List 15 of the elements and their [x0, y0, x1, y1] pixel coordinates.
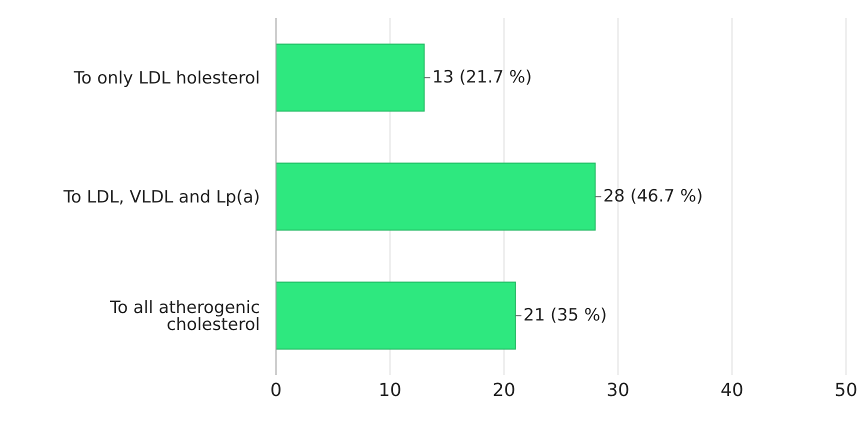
x-tick-label: 40 — [720, 380, 744, 401]
x-tick-label: 50 — [834, 380, 858, 401]
y-tick-label: To all atherogenic cholesterol — [109, 298, 260, 336]
data-label: 13 (21.7 %) — [432, 68, 532, 88]
x-tick-label: 0 — [270, 380, 282, 401]
bar — [276, 162, 596, 231]
x-tick-label: 20 — [492, 380, 516, 401]
x-tick-label: 30 — [606, 380, 630, 401]
y-tick-label: To only LDL holesterol — [72, 68, 260, 89]
bar — [276, 44, 425, 112]
y-tick-label: To LDL, VLDL and Lp(a) — [62, 188, 260, 208]
bar — [276, 282, 516, 350]
data-label: 21 (35 %) — [523, 306, 607, 326]
x-tick-label: 10 — [378, 380, 402, 401]
data-label: 28 (46.7 %) — [603, 186, 703, 207]
